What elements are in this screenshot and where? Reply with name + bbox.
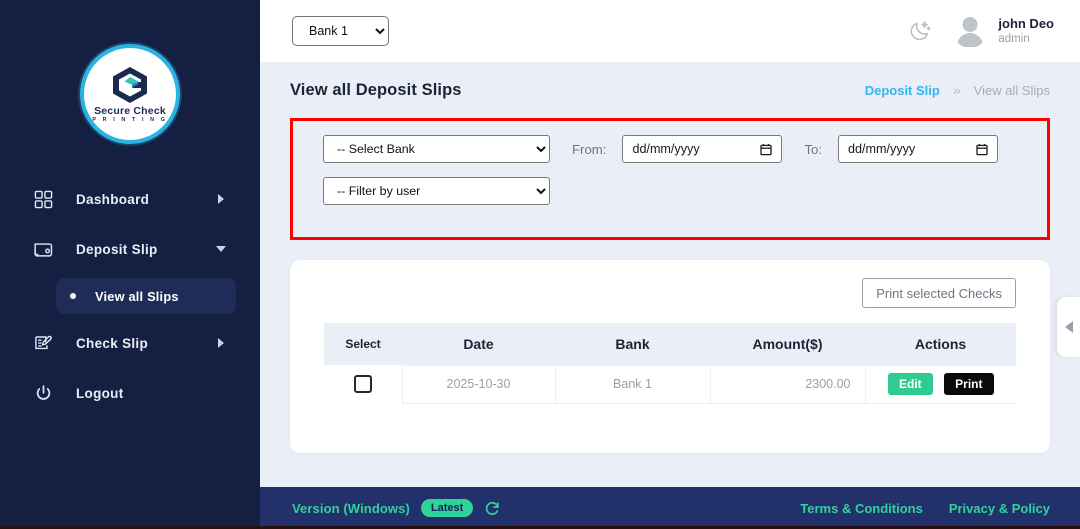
latest-badge[interactable]: Latest bbox=[420, 499, 474, 517]
footer: Version (Windows) Latest Terms & Conditi… bbox=[260, 487, 1080, 529]
chevron-right-icon-2 bbox=[214, 338, 228, 348]
sidebar-nav: Dashboard Deposit Slip bbox=[0, 178, 260, 414]
table-header-row: Select Date Bank Amount($) Actions bbox=[324, 323, 1016, 365]
sidebar-item-view-all-slips[interactable]: View all Slips bbox=[56, 278, 236, 314]
sidebar-item-view-all-slips-label: View all Slips bbox=[95, 288, 179, 304]
print-selected-checks-button[interactable]: Print selected Checks bbox=[862, 278, 1016, 308]
user-menu[interactable]: john Deo admin bbox=[953, 14, 1054, 48]
to-label: To: bbox=[804, 141, 823, 157]
main-area: Bank 1 john Deo admin bbox=[260, 0, 1080, 529]
page-header: View all Deposit Slips Deposit Slip » Vi… bbox=[290, 62, 1050, 118]
triangle-left-icon bbox=[1064, 321, 1073, 333]
topbar: Bank 1 john Deo admin bbox=[260, 0, 1080, 62]
row-bank: Bank 1 bbox=[554, 364, 711, 404]
sidebar-item-logout-label: Logout bbox=[76, 385, 124, 401]
table-head: Select Date Bank Amount($) Actions bbox=[324, 323, 1016, 365]
column-header-select: Select bbox=[324, 323, 402, 365]
terms-and-conditions-link[interactable]: Terms & Conditions bbox=[800, 500, 923, 516]
chevron-down-icon bbox=[214, 245, 228, 253]
column-header-amount: Amount($) bbox=[710, 323, 865, 365]
wallet-icon bbox=[30, 237, 56, 261]
filter-row-2: -- Filter by user bbox=[323, 177, 1017, 205]
from-label: From: bbox=[572, 141, 607, 157]
to-date-value: dd/mm/yyyy bbox=[848, 142, 916, 156]
window-bottom-edge bbox=[0, 526, 1080, 529]
row-select-cell bbox=[324, 365, 402, 403]
sidebar: Secure Check P R I N T I N G Dashboard bbox=[0, 0, 260, 529]
breadcrumb-parent[interactable]: Deposit Slip bbox=[864, 82, 940, 98]
secure-check-hexagon-icon bbox=[113, 66, 147, 103]
calendar-icon[interactable] bbox=[760, 143, 773, 156]
breadcrumb: Deposit Slip » View all Slips bbox=[865, 82, 1050, 98]
row-date: 2025-10-30 bbox=[401, 364, 556, 404]
topbar-bank-select[interactable]: Bank 1 bbox=[292, 16, 389, 46]
sidebar-item-check-slip-label: Check Slip bbox=[76, 335, 149, 351]
brand-logo: Secure Check P R I N T I N G bbox=[0, 0, 260, 144]
avatar bbox=[953, 14, 988, 48]
filter-row-1: -- Select Bank From: dd/mm/yyyy To: bbox=[323, 135, 1017, 163]
row-amount: 2300.00 bbox=[709, 364, 866, 404]
column-header-date: Date bbox=[402, 323, 555, 365]
card-toolbar: Print selected Checks bbox=[324, 278, 1016, 308]
sidebar-item-dashboard[interactable]: Dashboard bbox=[22, 178, 238, 220]
moon-sparkle-icon[interactable] bbox=[905, 16, 935, 46]
to-date-input[interactable]: dd/mm/yyyy bbox=[838, 135, 999, 163]
filter-user-select[interactable]: -- Filter by user bbox=[323, 177, 550, 205]
breadcrumb-current: View all Slips bbox=[973, 82, 1050, 98]
from-date-input[interactable]: dd/mm/yyyy bbox=[622, 135, 783, 163]
table-row: 2025-10-30 Bank 1 2300.00 Edit Print bbox=[324, 364, 1016, 404]
refresh-icon[interactable] bbox=[484, 500, 501, 517]
row-checkbox[interactable] bbox=[353, 375, 372, 393]
user-name: john Deo bbox=[998, 15, 1054, 31]
panel-collapse-tab[interactable] bbox=[1057, 297, 1080, 357]
sidebar-item-dashboard-label: Dashboard bbox=[76, 191, 150, 207]
bullet-dot-icon bbox=[70, 293, 76, 299]
grid-icon bbox=[30, 187, 56, 211]
breadcrumb-separator-icon: » bbox=[952, 82, 961, 98]
logo-circle: Secure Check P R I N T I N G bbox=[80, 44, 180, 144]
table-body: 2025-10-30 Bank 1 2300.00 Edit Print bbox=[324, 364, 1016, 404]
chevron-right-icon bbox=[214, 194, 228, 204]
sidebar-item-deposit-slip[interactable]: Deposit Slip bbox=[22, 228, 238, 270]
user-info: john Deo admin bbox=[998, 16, 1054, 47]
column-header-actions: Actions bbox=[865, 323, 1016, 365]
page-title: View all Deposit Slips bbox=[290, 80, 462, 99]
sidebar-item-deposit-slip-label: Deposit Slip bbox=[76, 241, 158, 257]
privacy-and-policy-link[interactable]: Privacy & Policy bbox=[948, 500, 1050, 516]
filter-bank-select[interactable]: -- Select Bank bbox=[323, 135, 550, 163]
logo-name: Secure Check bbox=[94, 104, 166, 117]
logo-subtitle: P R I N T I N G bbox=[92, 117, 168, 124]
topbar-right: john Deo admin bbox=[905, 14, 1054, 48]
edit-button[interactable]: Edit bbox=[888, 373, 933, 395]
version-label: Version (Windows) bbox=[292, 500, 410, 516]
row-actions: Edit Print bbox=[865, 364, 1016, 404]
page-content: View all Deposit Slips Deposit Slip » Vi… bbox=[260, 62, 1080, 487]
power-icon bbox=[30, 381, 56, 405]
footer-links: Terms & Conditions Privacy & Policy bbox=[800, 501, 1050, 516]
user-role: admin bbox=[998, 32, 1030, 45]
sidebar-item-check-slip[interactable]: Check Slip bbox=[22, 322, 238, 364]
deposit-slips-card: Print selected Checks Select Date Bank A… bbox=[290, 260, 1050, 453]
sidebar-item-logout[interactable]: Logout bbox=[22, 372, 238, 414]
from-date-value: dd/mm/yyyy bbox=[632, 142, 700, 156]
print-button[interactable]: Print bbox=[944, 373, 994, 395]
notepad-pencil-icon bbox=[30, 331, 56, 355]
filter-panel: -- Select Bank From: dd/mm/yyyy To: bbox=[290, 118, 1050, 240]
column-header-bank: Bank bbox=[555, 323, 710, 365]
deposit-slips-table: Select Date Bank Amount($) Actions bbox=[324, 323, 1016, 404]
calendar-icon-2[interactable] bbox=[976, 143, 988, 156]
